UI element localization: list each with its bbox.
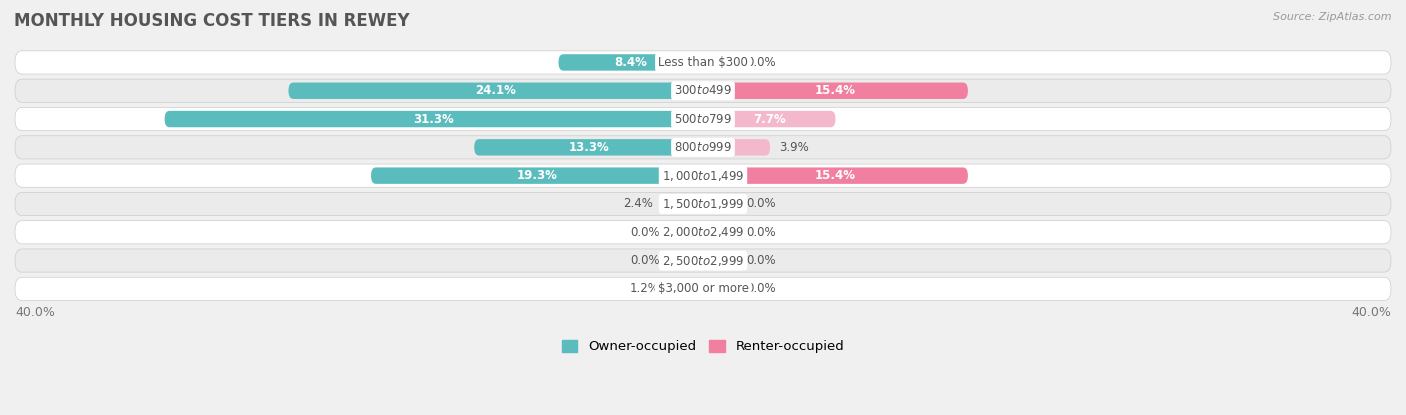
Text: $800 to $999: $800 to $999 [673,141,733,154]
Text: $1,500 to $1,999: $1,500 to $1,999 [662,197,744,211]
Text: 0.0%: 0.0% [630,254,659,267]
Text: $3,000 or more: $3,000 or more [658,282,748,295]
Text: MONTHLY HOUSING COST TIERS IN REWEY: MONTHLY HOUSING COST TIERS IN REWEY [14,12,409,30]
Text: 2.4%: 2.4% [623,198,654,210]
FancyBboxPatch shape [15,277,1391,300]
FancyBboxPatch shape [703,54,737,71]
Text: 40.0%: 40.0% [15,306,55,320]
FancyBboxPatch shape [15,51,1391,74]
Text: 13.3%: 13.3% [568,141,609,154]
Text: 0.0%: 0.0% [747,56,776,69]
FancyBboxPatch shape [15,221,1391,244]
FancyBboxPatch shape [15,164,1391,187]
Text: 0.0%: 0.0% [747,254,776,267]
Text: 0.0%: 0.0% [747,226,776,239]
FancyBboxPatch shape [474,139,703,156]
FancyBboxPatch shape [558,54,703,71]
Text: $500 to $799: $500 to $799 [673,112,733,126]
FancyBboxPatch shape [15,107,1391,131]
FancyBboxPatch shape [15,192,1391,215]
Text: 3.9%: 3.9% [779,141,808,154]
FancyBboxPatch shape [703,167,967,184]
Text: $1,000 to $1,499: $1,000 to $1,499 [662,168,744,183]
FancyBboxPatch shape [669,224,703,240]
Text: 40.0%: 40.0% [1351,306,1391,320]
FancyBboxPatch shape [703,83,967,99]
Text: 8.4%: 8.4% [614,56,647,69]
FancyBboxPatch shape [703,111,835,127]
FancyBboxPatch shape [288,83,703,99]
Text: Less than $300: Less than $300 [658,56,748,69]
FancyBboxPatch shape [703,139,770,156]
Text: $300 to $499: $300 to $499 [673,84,733,97]
FancyBboxPatch shape [703,224,737,240]
Text: 15.4%: 15.4% [815,84,856,97]
FancyBboxPatch shape [165,111,703,127]
Text: 0.0%: 0.0% [747,198,776,210]
Legend: Owner-occupied, Renter-occupied: Owner-occupied, Renter-occupied [557,334,849,359]
Text: Source: ZipAtlas.com: Source: ZipAtlas.com [1274,12,1392,22]
Text: 7.7%: 7.7% [752,112,786,126]
FancyBboxPatch shape [15,79,1391,103]
Text: 15.4%: 15.4% [815,169,856,182]
Text: 0.0%: 0.0% [747,282,776,295]
Text: 0.0%: 0.0% [630,226,659,239]
FancyBboxPatch shape [662,196,703,212]
FancyBboxPatch shape [703,252,737,269]
Text: $2,000 to $2,499: $2,000 to $2,499 [662,225,744,239]
FancyBboxPatch shape [669,252,703,269]
Text: 1.2%: 1.2% [630,282,659,295]
FancyBboxPatch shape [371,167,703,184]
FancyBboxPatch shape [15,249,1391,272]
FancyBboxPatch shape [703,281,737,297]
Text: 24.1%: 24.1% [475,84,516,97]
FancyBboxPatch shape [703,196,737,212]
FancyBboxPatch shape [669,281,703,297]
Text: $2,500 to $2,999: $2,500 to $2,999 [662,254,744,268]
Text: 19.3%: 19.3% [516,169,557,182]
FancyBboxPatch shape [15,136,1391,159]
Text: 31.3%: 31.3% [413,112,454,126]
